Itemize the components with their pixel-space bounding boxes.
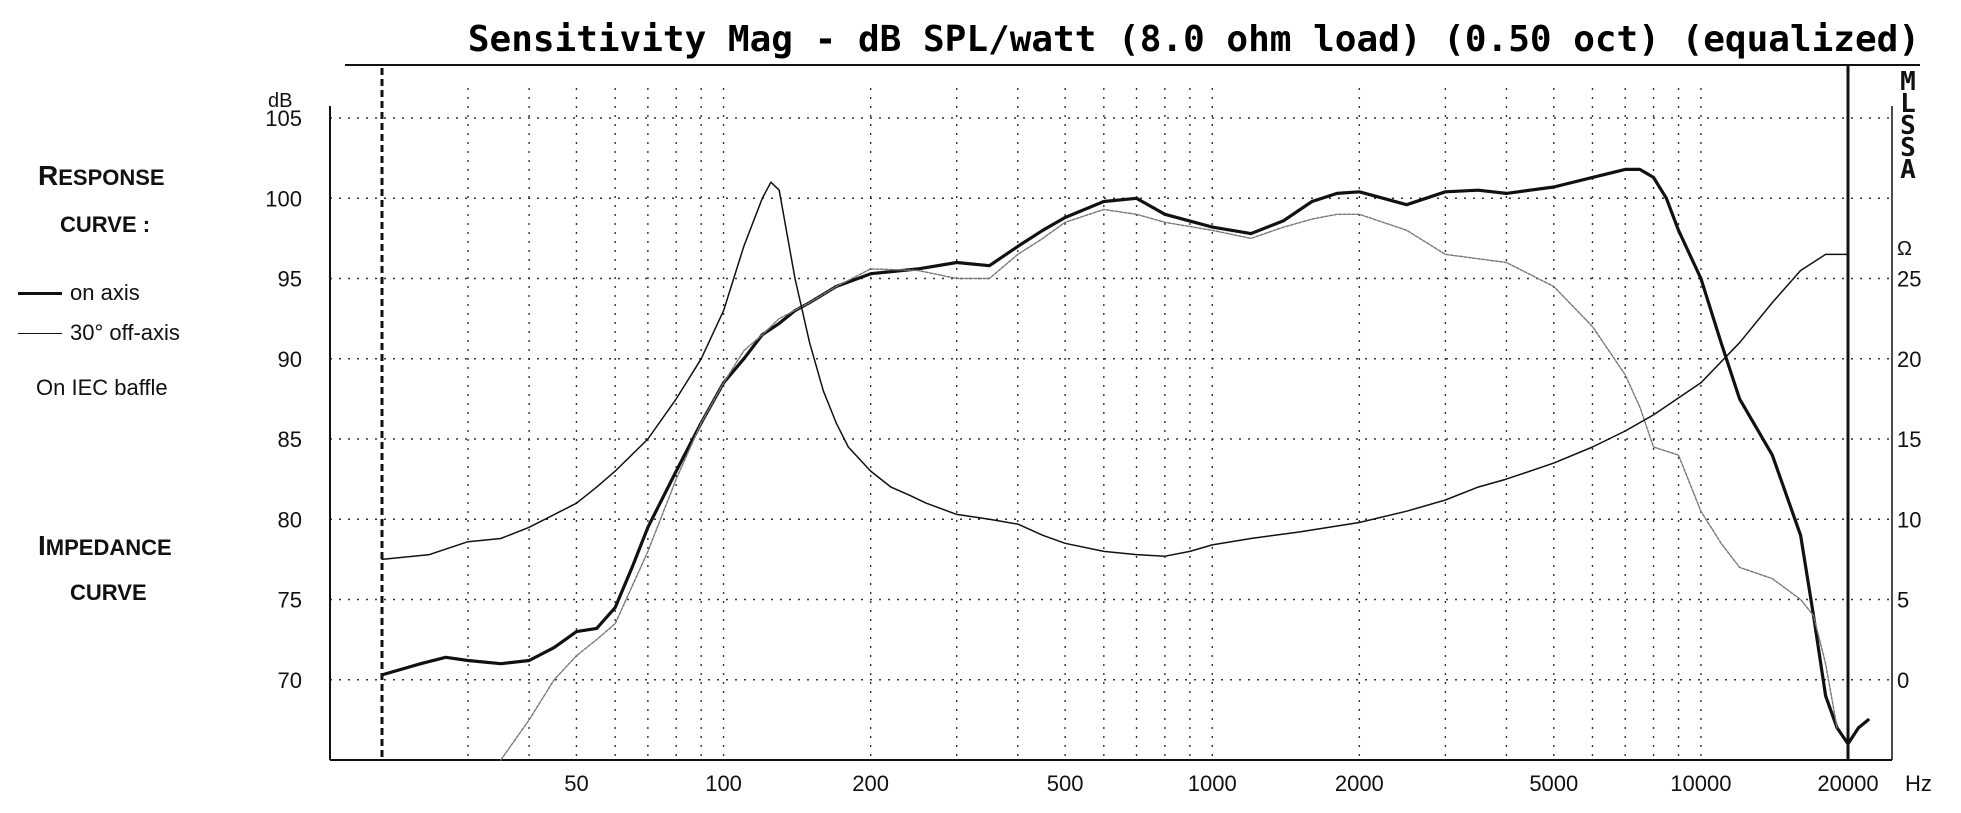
y-left-tick-label: 85 xyxy=(278,427,302,452)
x-tick-label: 1000 xyxy=(1188,771,1237,796)
legend-on-axis-swatch xyxy=(18,291,62,295)
x-tick-label: 50 xyxy=(564,771,588,796)
y-right-tick-label: 25 xyxy=(1897,267,1921,292)
legend-off-axis: 30° off-axis xyxy=(18,320,180,346)
x-tick-label: 200 xyxy=(852,771,889,796)
x-tick-label: 100 xyxy=(705,771,742,796)
impedance-heading: IMPEDANCE xyxy=(38,530,172,562)
impedance-curve-label: CURVE xyxy=(70,580,147,605)
baffle-note: On IEC baffle xyxy=(36,375,168,400)
tick-labels: 50 100 200 500 1000 2000 5000 10000 200007075808… xyxy=(265,106,1921,796)
response-rest: ESPONSE xyxy=(58,165,165,190)
y-left-tick-label: 75 xyxy=(278,588,302,613)
x-tick-label: 10000 xyxy=(1670,771,1731,796)
brand-letter: A xyxy=(1900,155,1916,185)
brand-letter: S xyxy=(1900,133,1916,163)
x-tick-label: 2000 xyxy=(1335,771,1384,796)
impedance-initial: I xyxy=(38,530,46,561)
impedance-rest: MPEDANCE xyxy=(45,535,172,560)
response-initial: R xyxy=(38,160,59,191)
x-tick-label: 500 xyxy=(1047,771,1084,796)
y-left-tick-label: 70 xyxy=(278,668,302,693)
legend-off-axis-label: 30° off-axis xyxy=(70,320,180,345)
response-curve-label: CURVE : xyxy=(60,212,151,237)
series-off-axis xyxy=(500,208,1838,761)
brand-letter: S xyxy=(1900,111,1916,141)
brand-letter: M xyxy=(1900,67,1916,97)
y-right-tick-label: 10 xyxy=(1897,507,1921,532)
x-unit: Hz xyxy=(1905,771,1932,796)
y-left-tick-label: 100 xyxy=(265,186,302,211)
series-group xyxy=(380,167,1870,761)
y-right-tick-label: 20 xyxy=(1897,347,1921,372)
y-right-tick-label: 15 xyxy=(1897,427,1921,452)
y-left-unit: dB xyxy=(268,90,292,112)
y-right-tick-label: 5 xyxy=(1897,588,1909,613)
brand-letter: L xyxy=(1900,89,1916,119)
y-left-tick-label: 95 xyxy=(278,267,302,292)
x-tick-label: 20000 xyxy=(1817,771,1878,796)
axes xyxy=(329,66,1893,761)
y-left-tick-label: 105 xyxy=(265,106,302,131)
grid xyxy=(330,88,1892,760)
legend-off-axis-swatch xyxy=(18,332,62,334)
y-left-tick-label: 80 xyxy=(278,507,302,532)
y-left-tick-label: 90 xyxy=(278,347,302,372)
x-tick-label: 5000 xyxy=(1529,771,1578,796)
y-right-unit: Ω xyxy=(1897,238,1912,260)
legend-on-axis-label: on axis xyxy=(70,280,140,305)
chart-title: Sensitivity Mag - dB SPL/watt (8.0 ohm l… xyxy=(468,19,1920,60)
legend-on-axis: on axis xyxy=(18,280,140,306)
response-heading: RESPONSE xyxy=(38,160,165,192)
series-impedance xyxy=(381,181,1849,561)
series-on-axis xyxy=(380,167,1870,746)
y-right-tick-label: 0 xyxy=(1897,668,1909,693)
